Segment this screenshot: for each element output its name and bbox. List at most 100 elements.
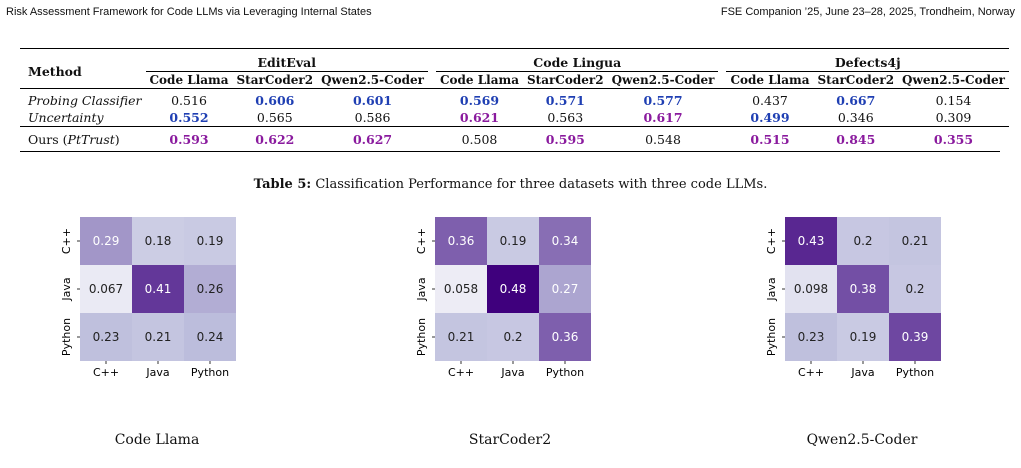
heatmap-cell-label: 0.18 bbox=[145, 234, 172, 248]
score-cell: 0.571 bbox=[545, 93, 585, 108]
heatmap-cell-label: 0.067 bbox=[89, 282, 123, 296]
heatmap-cell-label: 0.26 bbox=[197, 282, 224, 296]
heatmap-starcoder2: 0.36 0.19 0.34 0.058 0.48 0.27 0.21 0.2 0.36 C++ J… bbox=[415, 217, 591, 379]
heatmap-cell-label: 0.39 bbox=[902, 330, 929, 344]
score-cell: 0.154 bbox=[935, 93, 972, 108]
score-cell: 0.617 bbox=[643, 110, 683, 125]
model-header: StarCoder2 bbox=[236, 73, 314, 87]
y-tick-label: Python bbox=[415, 318, 428, 356]
group-header-codelingua: Code Lingua bbox=[435, 48, 719, 72]
y-tick-label: Java bbox=[60, 277, 73, 301]
score-cell: 0.586 bbox=[354, 110, 391, 125]
table-row: Uncertainty 0.552 0.565 0.586 0.621 0.563 0.61… bbox=[20, 109, 1009, 127]
heatmap-cell bbox=[837, 217, 889, 265]
heatmap-cell-label: 0.19 bbox=[197, 234, 224, 248]
heatmap-cell bbox=[539, 265, 591, 313]
x-tick-label: Java bbox=[850, 366, 874, 379]
heatmap-title-starcoder2: StarCoder2 bbox=[468, 432, 552, 448]
score-cell: 0.601 bbox=[352, 93, 393, 108]
method-name: Ours (PtTrust) bbox=[28, 132, 120, 147]
score-cell: 0.569 bbox=[459, 93, 500, 108]
heatmap-cell-label: 0.24 bbox=[197, 330, 224, 344]
heatmap-cell bbox=[487, 217, 539, 265]
heatmap-cell-label: 0.23 bbox=[798, 330, 825, 344]
heatmap-cell-label: 0.29 bbox=[93, 234, 120, 248]
x-tick-label: Python bbox=[191, 366, 229, 379]
heatmap-cell bbox=[132, 217, 184, 265]
heatmap-title-qwen-coder: Qwen2.5-Coder bbox=[806, 432, 918, 448]
score-cell: 0.508 bbox=[461, 132, 498, 147]
score-cell: 0.355 bbox=[933, 132, 974, 147]
heatmap-cell bbox=[837, 265, 889, 313]
table-caption: Table 5: Classification Performance for … bbox=[0, 177, 1021, 192]
heatmap-cell bbox=[837, 313, 889, 361]
heatmap-code-llama: 0.29 0.18 0.19 0.067 0.41 0.26 0.23 0.21 0.24 C++… bbox=[60, 217, 236, 379]
x-tick-label: C++ bbox=[93, 366, 119, 379]
heatmap-cell bbox=[80, 217, 132, 265]
heatmap-cell-label: 0.34 bbox=[552, 234, 579, 248]
heatmap-cell-label: 0.27 bbox=[552, 282, 579, 296]
score-cell: 0.346 bbox=[837, 110, 874, 125]
heatmap-cell-label: 0.2 bbox=[503, 330, 522, 344]
caption-label: Table 5: bbox=[253, 177, 312, 192]
score-cell: 0.577 bbox=[643, 93, 683, 108]
y-tick-label: Python bbox=[765, 318, 778, 356]
score-cell: 0.595 bbox=[545, 132, 585, 147]
heatmap-cell bbox=[539, 313, 591, 361]
heatmap-cell-label: 0.43 bbox=[798, 234, 825, 248]
group-header-editeval: EditEval bbox=[145, 48, 428, 72]
caption-text: Classification Performance for three dat… bbox=[311, 177, 768, 192]
method-header: Method bbox=[28, 63, 82, 79]
heatmap-cell-label: 0.36 bbox=[448, 234, 475, 248]
heatmap-qwen-coder: 0.43 0.2 0.21 0.098 0.38 0.2 0.23 0.19 0.39 C++ Ja… bbox=[765, 217, 941, 379]
heatmap-cell-label: 0.19 bbox=[850, 330, 877, 344]
heatmap-title-code-llama: Code Llama bbox=[114, 432, 200, 448]
y-tick-label: C++ bbox=[60, 228, 73, 254]
heatmap-cell bbox=[184, 265, 236, 313]
heatmap-cell bbox=[184, 217, 236, 265]
heatmap-cell bbox=[889, 265, 941, 313]
heatmap-cell bbox=[889, 217, 941, 265]
y-tick-label: Java bbox=[415, 277, 428, 301]
heatmap-cell bbox=[184, 313, 236, 361]
heatmap-cell bbox=[435, 217, 487, 265]
table-row: Probing Classifier 0.516 0.606 0.601 0.569 0.… bbox=[20, 89, 1009, 110]
heatmap-cell bbox=[435, 313, 487, 361]
heatmap-cell-label: 0.21 bbox=[902, 234, 929, 248]
x-tick-label: Java bbox=[145, 366, 169, 379]
x-tick-label: Python bbox=[546, 366, 584, 379]
score-cell: 0.622 bbox=[255, 132, 295, 147]
y-tick-label: Python bbox=[60, 318, 73, 356]
heatmap-cell-label: 0.21 bbox=[145, 330, 172, 344]
y-tick-label: C++ bbox=[765, 228, 778, 254]
x-tick-label: C++ bbox=[798, 366, 824, 379]
heatmap-cell bbox=[539, 217, 591, 265]
group-header-defects4j: Defects4j bbox=[726, 48, 1009, 72]
results-table: Method EditEval Code Lingua Defects4j Co… bbox=[20, 48, 1009, 151]
model-header: Code Llama bbox=[730, 73, 810, 87]
method-name: Uncertainty bbox=[28, 110, 104, 125]
score-cell: 0.845 bbox=[836, 132, 876, 147]
heatmap-cell bbox=[132, 265, 184, 313]
heatmap-cell bbox=[785, 265, 837, 313]
score-cell: 0.621 bbox=[459, 110, 500, 125]
x-tick-label: Python bbox=[896, 366, 934, 379]
heatmap-cell-label: 0.23 bbox=[93, 330, 120, 344]
table-row: Ours (PtTrust) 0.593 0.622 0.627 0.508 0.595 0… bbox=[20, 126, 1009, 152]
heatmap-cell-label: 0.48 bbox=[500, 282, 527, 296]
model-header: Code Llama bbox=[439, 73, 519, 87]
heatmap-cell bbox=[435, 265, 487, 313]
running-header-left: Risk Assessment Framework for Code LLMs … bbox=[6, 6, 372, 18]
heatmap-cell bbox=[487, 265, 539, 313]
heatmap-cell-label: 0.19 bbox=[500, 234, 527, 248]
x-tick-label: Java bbox=[500, 366, 524, 379]
heatmap-cell bbox=[80, 265, 132, 313]
score-cell: 0.593 bbox=[169, 132, 209, 147]
heatmap-cell-label: 0.2 bbox=[853, 234, 872, 248]
model-header: Qwen2.5-Coder bbox=[611, 73, 715, 87]
score-cell: 0.437 bbox=[752, 93, 788, 108]
heatmap-cell-label: 0.2 bbox=[905, 282, 924, 296]
heatmap-cell bbox=[785, 217, 837, 265]
heatmap-cell-label: 0.38 bbox=[850, 282, 877, 296]
heatmap-cell bbox=[889, 313, 941, 361]
